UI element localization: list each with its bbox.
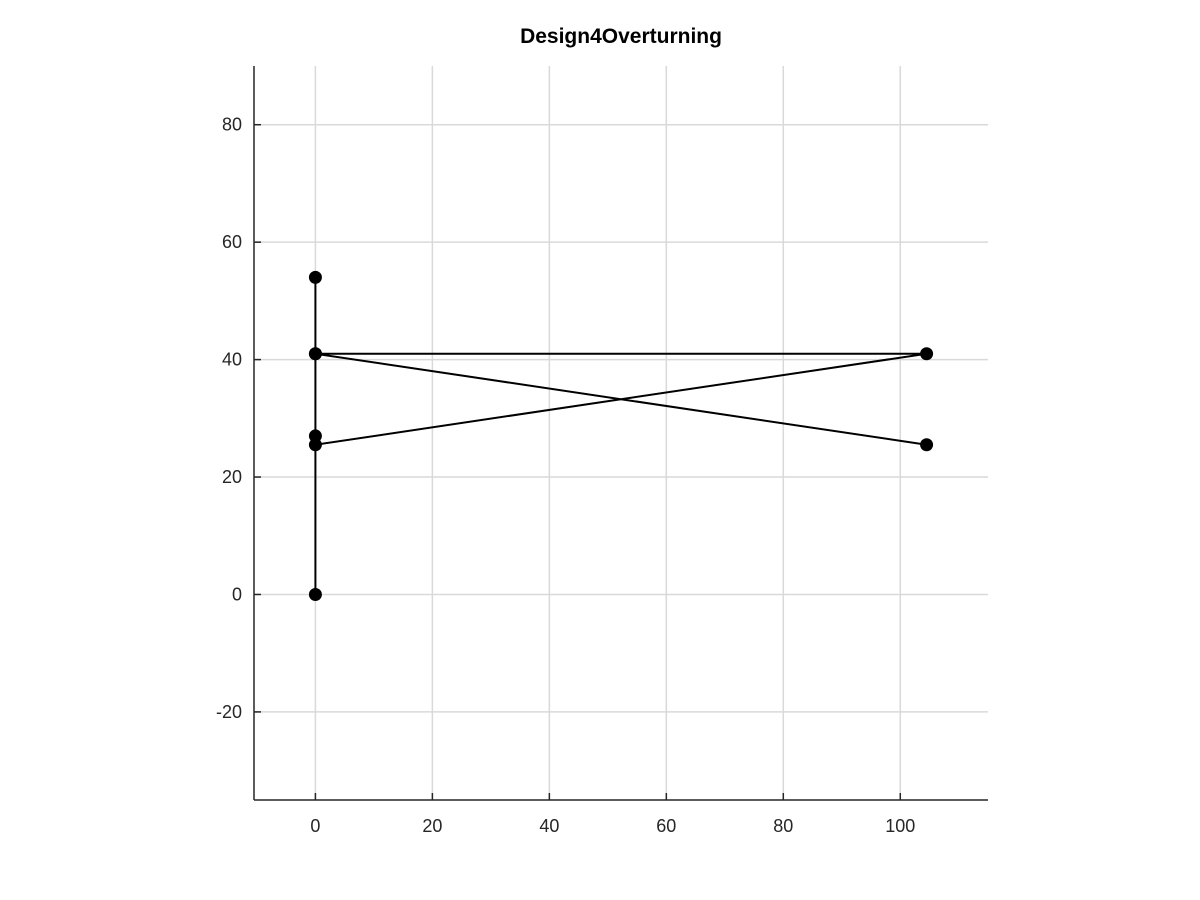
x-tick-label-60: 60: [656, 816, 676, 836]
data-point-0-6: [308, 347, 322, 361]
y-tick-label-0: 0: [232, 584, 242, 604]
axes-layer: [253, 66, 988, 801]
data-point-0-1: [308, 270, 322, 284]
y-tick-label-60: 60: [222, 232, 242, 252]
x-tick-label-80: 80: [773, 816, 793, 836]
data-point-0-0: [308, 587, 322, 601]
y-tick-label-20: 20: [222, 467, 242, 487]
y-tick-label-40: 40: [222, 350, 242, 370]
data-point-0-3: [920, 347, 934, 361]
y-tick-label--20: -20: [216, 702, 242, 722]
grid-lines: [254, 66, 988, 800]
x-tick-label-40: 40: [539, 816, 559, 836]
series-line-0: [314, 277, 927, 595]
tick-layer: 0 20 40 60 80 100 -20 0 20 40 60 80: [216, 115, 915, 836]
x-tick-label-0: 0: [310, 816, 320, 836]
x-tick-label-20: 20: [422, 816, 442, 836]
data-point-0-7: [920, 438, 934, 452]
data-point-0-5: [308, 429, 322, 443]
y-tick-label-80: 80: [222, 115, 242, 135]
x-tick-label-100: 100: [885, 816, 915, 836]
chart-title: Design4Overturning: [520, 25, 722, 48]
series-layer: [308, 270, 934, 601]
